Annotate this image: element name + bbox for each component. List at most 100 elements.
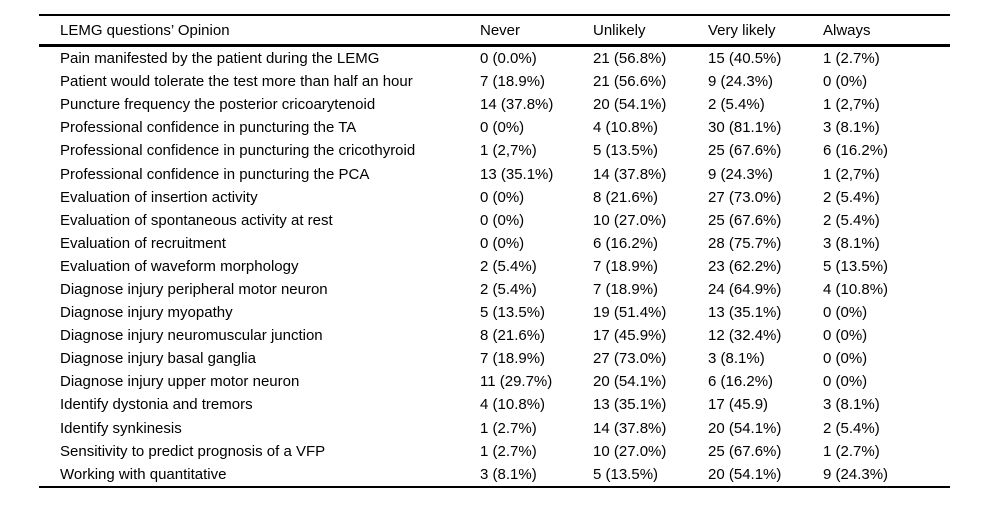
response-value: 0 (0%) bbox=[480, 188, 525, 206]
question-label: Diagnose injury peripheral motor neuron bbox=[60, 280, 328, 298]
response-value: 0 (0%) bbox=[823, 350, 868, 368]
table-body: Pain manifested by the patient during th… bbox=[39, 46, 950, 487]
response-value: 5 (13.5%) bbox=[593, 142, 659, 160]
response-value: 24 (64.9%) bbox=[708, 280, 782, 298]
response-value: 7 (18.9%) bbox=[593, 257, 659, 275]
response-value: 0 (0%) bbox=[480, 234, 525, 252]
response-value: 3 (8.1%) bbox=[823, 234, 880, 252]
response-value: 2 (5.4%) bbox=[480, 280, 537, 298]
response-value: 13 (35.1%) bbox=[480, 165, 554, 183]
response-value: 20 (54.1%) bbox=[593, 373, 667, 391]
response-value: 3 (8.1%) bbox=[823, 396, 880, 414]
question-label: Evaluation of spontaneous activity at re… bbox=[60, 211, 333, 229]
question-label: Working with quantitative bbox=[60, 465, 227, 483]
response-value: 8 (21.6%) bbox=[593, 188, 659, 206]
response-value: 19 (51.4%) bbox=[593, 304, 667, 322]
table-row: Evaluation of spontaneous activity at re… bbox=[39, 209, 950, 232]
table-row: Identify dystonia and tremors 4 (10.8%) 13… bbox=[39, 393, 950, 416]
response-value: 1 (2.7%) bbox=[823, 442, 880, 460]
response-value: 2 (5.4%) bbox=[823, 211, 880, 229]
response-value: 0 (0%) bbox=[823, 73, 868, 91]
table-row: Diagnose injury upper motor neuron 11 (29… bbox=[39, 370, 950, 393]
response-value: 2 (5.4%) bbox=[823, 419, 880, 437]
question-label: Patient would tolerate the test more tha… bbox=[60, 73, 413, 91]
response-value: 5 (13.5%) bbox=[823, 257, 889, 275]
response-value: 6 (16.2%) bbox=[708, 373, 774, 391]
response-value: 20 (54.1%) bbox=[593, 96, 667, 114]
response-value: 28 (75.7%) bbox=[708, 234, 782, 252]
question-label: Diagnose injury myopathy bbox=[60, 304, 233, 322]
response-value: 2 (5.4%) bbox=[708, 96, 765, 114]
response-value: 5 (13.5%) bbox=[593, 465, 659, 483]
response-value: 14 (37.8%) bbox=[593, 419, 667, 437]
response-value: 1 (2.7%) bbox=[480, 442, 537, 460]
response-value: 4 (10.8%) bbox=[823, 280, 889, 298]
response-value: 20 (54.1%) bbox=[708, 465, 782, 483]
response-value: 27 (73.0%) bbox=[593, 350, 667, 368]
question-label: Diagnose injury upper motor neuron bbox=[60, 373, 300, 391]
lemg-opinion-table: LEMG questions’ Opinion Never Unlikely V… bbox=[39, 14, 950, 488]
response-value: 4 (10.8%) bbox=[480, 396, 546, 414]
table-row: Identify synkinesis 1 (2.7%) 14 (37.8%) 20 … bbox=[39, 417, 950, 440]
response-value: 7 (18.9%) bbox=[593, 280, 659, 298]
response-value: 13 (35.1%) bbox=[593, 396, 667, 414]
question-label: Puncture frequency the posterior cricoar… bbox=[60, 96, 376, 114]
response-value: 14 (37.8%) bbox=[593, 165, 667, 183]
response-value: 7 (18.9%) bbox=[480, 350, 546, 368]
column-header-questions: LEMG questions’ Opinion bbox=[39, 14, 480, 47]
response-value: 15 (40.5%) bbox=[708, 50, 782, 68]
table-row: Professional confidence in puncturing th… bbox=[39, 162, 950, 185]
response-value: 0 (0%) bbox=[823, 373, 868, 391]
response-value: 0 (0%) bbox=[480, 119, 525, 137]
table-row: Diagnose injury peripheral motor neuron 2… bbox=[39, 278, 950, 301]
response-value: 6 (16.2%) bbox=[593, 234, 659, 252]
table-row: Pain manifested by the patient during th… bbox=[39, 46, 950, 71]
table-row: Working with quantitative 3 (8.1%) 5 (13.5… bbox=[39, 463, 950, 487]
question-label: Sensitivity to predict prognosis of a VF… bbox=[60, 442, 326, 460]
table-row: Professional confidence in puncturing th… bbox=[39, 139, 950, 162]
table-row: Sensitivity to predict prognosis of a VF… bbox=[39, 440, 950, 463]
response-value: 27 (73.0%) bbox=[708, 188, 782, 206]
question-label: Evaluation of insertion activity bbox=[60, 188, 258, 206]
question-label: Professional confidence in puncturing th… bbox=[60, 165, 370, 183]
response-value: 0 (0.0%) bbox=[480, 50, 537, 68]
question-label: Identify dystonia and tremors bbox=[60, 396, 253, 414]
response-value: 10 (27.0%) bbox=[593, 442, 667, 460]
response-value: 21 (56.8%) bbox=[593, 50, 667, 68]
response-value: 7 (18.9%) bbox=[480, 73, 546, 91]
response-value: 5 (13.5%) bbox=[480, 304, 546, 322]
response-value: 3 (8.1%) bbox=[480, 465, 537, 483]
column-header-never: Never bbox=[480, 14, 593, 47]
response-value: 17 (45.9) bbox=[708, 396, 769, 414]
response-value: 20 (54.1%) bbox=[708, 419, 782, 437]
column-header-unlikely: Unlikely bbox=[593, 14, 708, 47]
response-value: 2 (5.4%) bbox=[823, 188, 880, 206]
response-value: 1 (2.7%) bbox=[480, 419, 537, 437]
response-value: 0 (0%) bbox=[480, 211, 525, 229]
response-value: 2 (5.4%) bbox=[480, 257, 537, 275]
response-value: 0 (0%) bbox=[823, 327, 868, 345]
response-value: 1 (2,7%) bbox=[823, 165, 880, 183]
response-value: 30 (81.1%) bbox=[708, 119, 782, 137]
response-value: 9 (24.3%) bbox=[708, 73, 774, 91]
column-header-very-likely: Very likely bbox=[708, 14, 823, 47]
table-row: Evaluation of waveform morphology 2 (5.4%… bbox=[39, 255, 950, 278]
response-value: 9 (24.3%) bbox=[708, 165, 774, 183]
table-row: Patient would tolerate the test more tha… bbox=[39, 70, 950, 93]
table-row: Diagnose injury myopathy 5 (13.5%) 19 (51.… bbox=[39, 301, 950, 324]
response-value: 8 (21.6%) bbox=[480, 327, 546, 345]
response-value: 12 (32.4%) bbox=[708, 327, 782, 345]
table-row: Evaluation of insertion activity 0 (0%) 8 … bbox=[39, 186, 950, 209]
question-label: Professional confidence in puncturing th… bbox=[60, 142, 416, 160]
table-row: Evaluation of recruitment 0 (0%) 6 (16.2%)… bbox=[39, 232, 950, 255]
response-value: 1 (2.7%) bbox=[823, 50, 880, 68]
question-label: Diagnose injury neuromuscular junction bbox=[60, 327, 323, 345]
response-value: 4 (10.8%) bbox=[593, 119, 659, 137]
table-header-row: LEMG questions’ Opinion Never Unlikely V… bbox=[39, 14, 950, 47]
table-row: Diagnose injury basal ganglia 7 (18.9%) 27… bbox=[39, 347, 950, 370]
response-value: 14 (37.8%) bbox=[480, 96, 554, 114]
question-label: Evaluation of recruitment bbox=[60, 234, 226, 252]
response-value: 3 (8.1%) bbox=[823, 119, 880, 137]
response-value: 23 (62.2%) bbox=[708, 257, 782, 275]
